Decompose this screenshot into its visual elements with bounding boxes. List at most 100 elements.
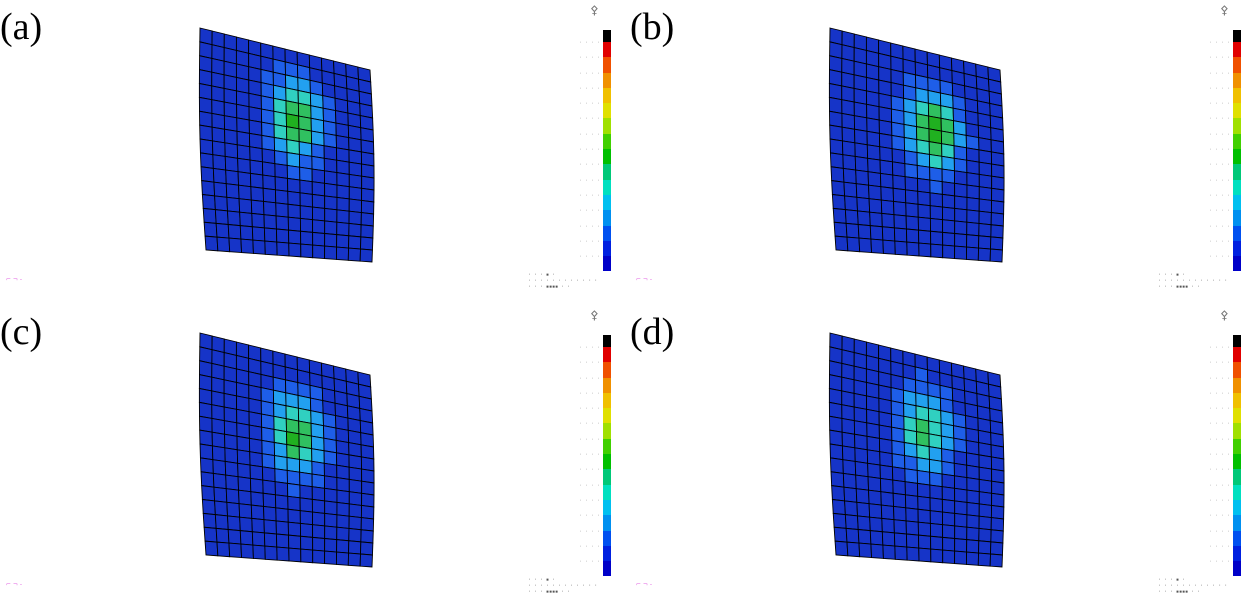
mesh-element <box>288 229 302 245</box>
mesh-element <box>966 526 980 542</box>
mesh-element <box>991 187 1005 203</box>
mesh-element <box>275 228 290 244</box>
mesh-element <box>834 235 849 252</box>
mesh-element <box>225 474 240 491</box>
color-scale-segment <box>603 118 611 134</box>
color-scale-tick: · · · · <box>1208 543 1230 550</box>
mesh-element <box>906 241 920 257</box>
mesh-element <box>867 476 882 493</box>
mesh-element <box>264 545 278 561</box>
mesh-element <box>966 539 980 554</box>
mesh-element <box>978 161 993 177</box>
mesh-element <box>990 224 1004 239</box>
mesh-element <box>324 220 338 236</box>
mesh-element <box>854 128 868 146</box>
mesh-element <box>878 424 893 441</box>
mesh-element <box>312 536 326 552</box>
mesh-element <box>966 209 980 224</box>
mesh-element <box>954 512 968 528</box>
mesh-element <box>916 456 931 473</box>
mesh-element <box>224 142 239 159</box>
mesh-element <box>348 466 363 482</box>
mesh-element <box>831 498 846 516</box>
mesh-element <box>199 429 213 447</box>
color-scale-tick: · · · · <box>578 482 600 489</box>
mesh-element <box>829 429 843 447</box>
mesh-element <box>892 174 906 191</box>
mesh-element <box>287 190 301 207</box>
mesh-element <box>881 212 895 229</box>
mesh-element <box>212 472 227 490</box>
mesh-element <box>905 215 919 231</box>
mesh-element <box>324 475 338 491</box>
panel-label: (d) <box>630 311 675 353</box>
mesh-element <box>214 500 228 517</box>
color-scale-tick: · · · · <box>1208 70 1230 77</box>
mesh-element <box>214 195 228 212</box>
color-scale-segment <box>603 149 611 165</box>
mesh-element <box>225 169 240 186</box>
color-scale-tick: · · · · <box>1208 345 1230 351</box>
color-scale-tick: · · · · <box>578 406 600 413</box>
panel-label: (c) <box>0 311 43 353</box>
color-scale-segment <box>1233 194 1241 211</box>
mesh-element <box>829 457 844 474</box>
mesh-element <box>941 181 956 197</box>
mesh-element <box>261 466 276 483</box>
mesh-element <box>299 192 313 208</box>
color-scale-bar <box>1233 335 1241 577</box>
mesh-element <box>868 503 883 519</box>
mesh-element <box>904 163 918 179</box>
mesh-element <box>857 210 871 227</box>
mesh-element <box>361 175 375 191</box>
mesh-element <box>855 474 870 491</box>
color-scale-segment <box>1233 530 1241 546</box>
mesh-element <box>199 457 214 474</box>
mesh-element <box>866 103 880 121</box>
mesh-element <box>854 447 869 464</box>
mesh-element <box>866 435 881 453</box>
mesh-element <box>929 497 943 513</box>
mesh-element <box>978 222 992 238</box>
mesh-element <box>262 479 276 496</box>
mesh-element <box>828 401 843 419</box>
color-scale-segment <box>1233 210 1241 226</box>
deformed-mesh <box>828 27 1005 263</box>
mesh-element <box>239 530 254 546</box>
mesh-element <box>966 234 980 249</box>
mesh-element <box>941 155 955 172</box>
mesh-element <box>336 196 350 212</box>
mesh-element <box>204 540 219 557</box>
color-scale-segment <box>1233 149 1241 165</box>
mesh-element <box>276 241 290 257</box>
mesh-element <box>323 157 338 174</box>
mesh-element <box>856 196 871 213</box>
mesh-element <box>348 173 363 189</box>
mesh-element <box>264 240 278 256</box>
color-scale-bar <box>603 30 611 272</box>
mesh-element <box>202 512 217 529</box>
mesh-element <box>240 238 254 254</box>
mesh-element <box>891 161 906 178</box>
color-scale-segment <box>1233 164 1241 180</box>
mesh-element <box>211 99 225 117</box>
mesh-element <box>904 150 918 166</box>
mesh-element <box>978 515 992 531</box>
mesh-element <box>833 221 848 238</box>
mesh-element <box>251 226 266 242</box>
mesh-element <box>311 155 325 172</box>
mesh-element <box>882 544 896 560</box>
color-scale-segment <box>603 225 611 241</box>
mesh-element <box>942 524 956 539</box>
axis-orientation-icon: ⚴ <box>590 3 599 17</box>
mesh-element <box>312 524 326 539</box>
mesh-element <box>917 190 931 207</box>
mesh-element <box>990 504 1005 520</box>
mesh-element <box>223 101 238 119</box>
mesh-element <box>990 199 1005 215</box>
mesh-element <box>965 246 980 261</box>
mesh-element <box>905 507 919 523</box>
color-scale-segment <box>1233 515 1241 531</box>
color-scale-tick: · · · · <box>1208 192 1230 199</box>
mesh-element <box>978 186 993 201</box>
